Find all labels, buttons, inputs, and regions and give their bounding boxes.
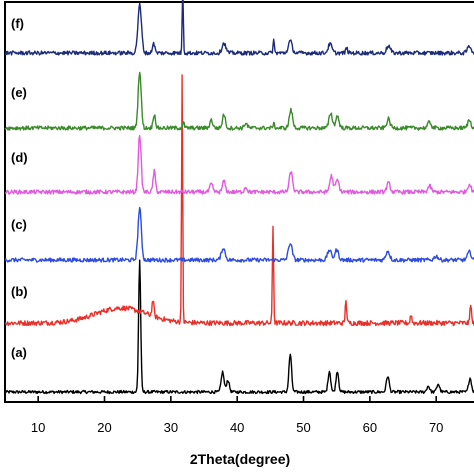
- series-line-d: [4, 134, 474, 195]
- x-ticks-group: 10 20 30 40 50 60 70: [31, 396, 443, 435]
- x-axis-label: 2Theta(degree): [190, 451, 290, 467]
- panel-labels-group: (a) (b) (c) (d) (e) (f): [11, 16, 28, 360]
- series-line-c: [4, 206, 474, 263]
- x-tick-label-70: 70: [429, 420, 443, 435]
- traces-group: [4, 0, 474, 395]
- x-tick-label-30: 30: [164, 420, 178, 435]
- plot-frame: [4, 1, 474, 403]
- series-line-e: [4, 71, 474, 131]
- x-tick-label-40: 40: [230, 420, 244, 435]
- x-tick-label-60: 60: [363, 420, 377, 435]
- x-tick-label-50: 50: [296, 420, 310, 435]
- series-label-e: (e): [11, 85, 27, 100]
- series-line-f: [4, 0, 474, 56]
- series-label-b: (b): [11, 284, 28, 299]
- x-tick-label-10: 10: [31, 420, 45, 435]
- series-line-a: [4, 259, 474, 395]
- x-tick-label-20: 20: [97, 420, 111, 435]
- series-label-a: (a): [11, 345, 27, 360]
- series-line-b: [4, 74, 474, 327]
- series-label-c: (c): [11, 217, 27, 232]
- series-label-d: (d): [11, 150, 28, 165]
- series-label-f: (f): [11, 16, 24, 31]
